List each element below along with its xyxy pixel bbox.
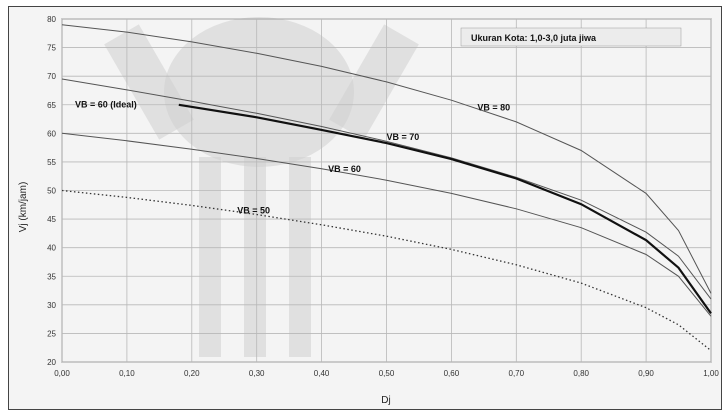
series-line-5 bbox=[61, 189, 712, 352]
series-lines bbox=[61, 24, 712, 352]
y-tick-label: 45 bbox=[47, 215, 56, 224]
x-tick-label: 0,20 bbox=[184, 369, 200, 378]
x-tick-label: 0,30 bbox=[249, 369, 265, 378]
series-label-3: VB = 70 bbox=[387, 132, 420, 142]
y-tick-label: 65 bbox=[47, 101, 56, 110]
series-label-1: VB = 60 (Ideal) bbox=[75, 100, 137, 110]
note-text: Ukuran Kota: 1,0-3,0 juta jiwa bbox=[471, 33, 597, 43]
x-tick-label: 1,00 bbox=[703, 369, 719, 378]
y-tick-label: 75 bbox=[47, 44, 56, 53]
grid bbox=[61, 18, 712, 363]
y-tick-label: 20 bbox=[47, 358, 56, 367]
x-tick-label: 0,70 bbox=[509, 369, 525, 378]
x-tick-label: 0,50 bbox=[379, 369, 395, 378]
chart-frame: 20 25 30 35 40 45 50 55 60 65 70 75 80 0,00 0,10 0,20 0… bbox=[8, 6, 722, 410]
x-tick-label: 0,40 bbox=[314, 369, 330, 378]
y-tick-label: 30 bbox=[47, 301, 56, 310]
y-tick-label: 80 bbox=[47, 15, 56, 24]
series-line-3 bbox=[178, 103, 712, 315]
watermark-logo bbox=[104, 17, 419, 357]
y-tick-label: 25 bbox=[47, 329, 56, 338]
series-label-5: VB = 50 bbox=[237, 205, 270, 215]
x-tick-label: 0,90 bbox=[638, 369, 654, 378]
y-tick-label: 40 bbox=[47, 244, 56, 253]
x-tick-label: 0,60 bbox=[444, 369, 460, 378]
series-labels: VB = 60 (Ideal) VB = 80 VB = 70 VB = 60 VB =… bbox=[75, 100, 510, 216]
y-tick-label: 55 bbox=[47, 158, 56, 167]
series-line-4 bbox=[61, 132, 712, 317]
series-line-1 bbox=[61, 24, 712, 294]
series-line-2 bbox=[61, 78, 712, 300]
y-tick-label: 35 bbox=[47, 272, 56, 281]
y-tick-label: 50 bbox=[47, 187, 56, 196]
x-tick-label: 0,80 bbox=[573, 369, 589, 378]
y-tick-label: 60 bbox=[47, 129, 56, 138]
y-axis-label: Vj (km/jam) bbox=[18, 182, 29, 233]
x-tick-label: 0,00 bbox=[54, 369, 70, 378]
y-tick-labels: 20 25 30 35 40 45 50 55 60 65 70 75 80 bbox=[47, 15, 56, 367]
series-label-2: VB = 80 bbox=[477, 102, 510, 112]
x-tick-label: 0,10 bbox=[119, 369, 135, 378]
series-label-4: VB = 60 bbox=[328, 164, 361, 174]
x-tick-labels: 0,00 0,10 0,20 0,30 0,40 0,50 0,60 0,70 0,80 0,90… bbox=[54, 369, 719, 378]
x-axis-label: Dj bbox=[381, 395, 390, 406]
y-tick-label: 70 bbox=[47, 72, 56, 81]
note-box: Ukuran Kota: 1,0-3,0 juta jiwa bbox=[460, 27, 682, 47]
